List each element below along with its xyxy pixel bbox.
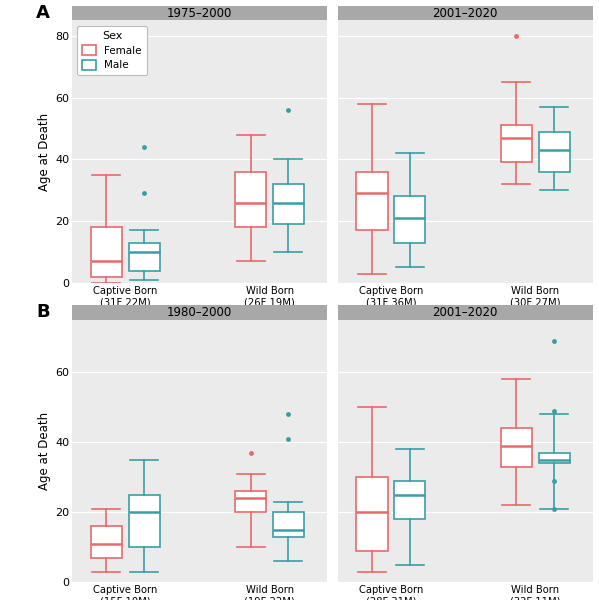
Y-axis label: Age at Death: Age at Death — [38, 113, 51, 191]
Bar — [235, 491, 266, 512]
Bar — [91, 227, 122, 277]
Bar — [501, 125, 532, 163]
Text: 1980–2000: 1980–2000 — [167, 306, 232, 319]
Bar — [129, 243, 159, 271]
Text: 2001–2020: 2001–2020 — [432, 306, 498, 319]
Text: 2001–2020: 2001–2020 — [432, 7, 498, 20]
Legend: Female, Male: Female, Male — [77, 26, 147, 76]
Bar — [356, 172, 388, 230]
Text: 1975–2000: 1975–2000 — [167, 7, 232, 20]
Bar — [394, 196, 425, 243]
Y-axis label: Age at Death: Age at Death — [38, 412, 51, 490]
Bar — [235, 172, 266, 227]
Bar — [273, 184, 304, 224]
Bar — [273, 512, 304, 536]
Text: B: B — [36, 303, 50, 321]
Bar — [91, 526, 122, 557]
Bar — [539, 452, 570, 463]
Text: A: A — [36, 4, 50, 22]
Bar — [501, 428, 532, 467]
Bar — [356, 477, 388, 551]
Bar — [129, 494, 159, 547]
Bar — [394, 481, 425, 519]
Bar — [539, 131, 570, 172]
